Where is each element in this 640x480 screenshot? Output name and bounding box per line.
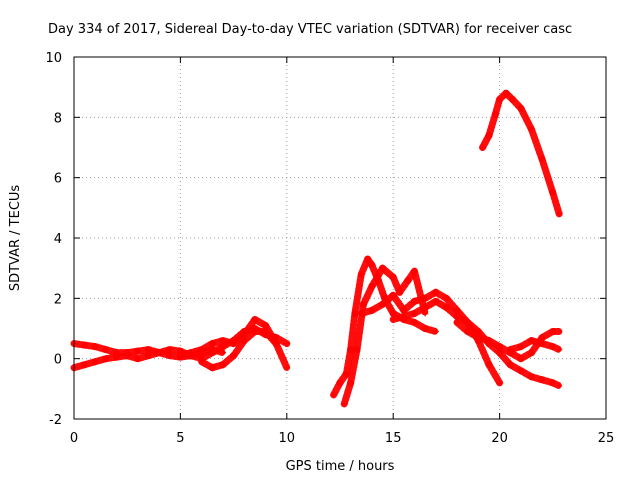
data-point xyxy=(556,328,563,335)
series-track-10 xyxy=(506,337,563,354)
data-track-segment xyxy=(272,334,291,348)
data-point xyxy=(422,310,429,317)
data-point xyxy=(556,210,563,217)
y-tick-label: 0 xyxy=(54,353,62,368)
data-track-segment xyxy=(340,379,355,408)
data-track-segment xyxy=(474,337,493,369)
y-tick-label: 8 xyxy=(54,111,62,126)
y-tick-label: 2 xyxy=(54,292,62,307)
data-track-segment xyxy=(485,361,504,387)
data-point xyxy=(556,346,563,353)
plot-frame xyxy=(73,56,607,420)
data-track-segment xyxy=(272,340,291,372)
x-tick-label: 5 xyxy=(176,431,184,446)
series-track-11 xyxy=(479,89,563,218)
data-points xyxy=(70,89,563,408)
data-track-segment xyxy=(517,104,536,133)
data-track-segment xyxy=(342,346,355,378)
series-track-4 xyxy=(198,328,280,372)
y-tick-label: 4 xyxy=(54,232,62,247)
data-track-segment xyxy=(528,125,546,164)
data-track-segment xyxy=(347,346,361,387)
data-track-segment xyxy=(485,110,499,139)
data-point xyxy=(496,379,503,386)
data-track-segment xyxy=(262,328,280,348)
y-axis-label: SDTVAR / TECUs xyxy=(8,185,23,292)
data-track-segment xyxy=(538,156,557,197)
x-tick-label: 20 xyxy=(491,431,508,446)
data-track-segment xyxy=(347,309,359,354)
series-track-5 xyxy=(330,255,440,399)
data-point xyxy=(432,328,439,335)
data-point xyxy=(283,340,290,347)
x-tick-label: 15 xyxy=(385,431,402,446)
x-tick-label: 25 xyxy=(598,431,615,446)
chart-title: Day 334 of 2017, Sidereal Day-to-day VTE… xyxy=(48,22,572,37)
x-axis-label: GPS time / hours xyxy=(286,459,395,474)
y-tick-label: 10 xyxy=(45,51,62,66)
data-track-segment xyxy=(351,270,365,317)
data-point xyxy=(283,364,290,371)
data-point xyxy=(556,382,563,389)
tick-labels: 0 5 10 15 20 25 -2 0 2 4 6 8 10 xyxy=(45,51,614,446)
y-tick-label: 6 xyxy=(54,172,62,187)
x-tick-label: 10 xyxy=(279,431,296,446)
x-tick-label: 0 xyxy=(70,431,78,446)
grid xyxy=(73,56,607,420)
data-point xyxy=(219,349,226,356)
y-tick-label: -2 xyxy=(49,413,62,428)
data-point xyxy=(273,340,280,347)
data-track-segment xyxy=(549,189,563,218)
